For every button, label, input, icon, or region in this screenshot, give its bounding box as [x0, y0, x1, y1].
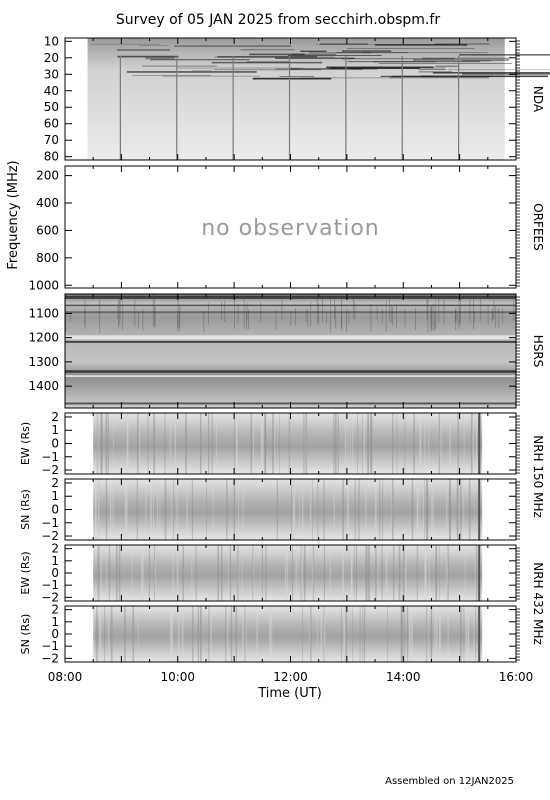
- nrh150_ew-ytick-label: −1: [41, 450, 59, 464]
- nda-ytick-label: 40: [44, 84, 59, 98]
- nda-ytick-label: 50: [44, 100, 59, 114]
- chart-title: Survey of 05 JAN 2025 from secchirh.obsp…: [116, 12, 440, 28]
- orfees-right-label: ORFEES: [531, 203, 545, 250]
- footer-assembled: Assembled on 12JAN2025: [385, 776, 514, 787]
- nrh150_ew-ytick-label: 0: [51, 437, 59, 451]
- nrh432_sn-ytick-label: −1: [41, 639, 59, 653]
- nrh432_sn-ytick-label: 1: [51, 615, 59, 629]
- nrh150_ew-ytick-label: −2: [41, 463, 59, 477]
- time-axis-label: Time (UT): [257, 686, 322, 701]
- nrh432_ew-ytick-label: −2: [41, 590, 59, 604]
- x-tick-label: 16:00: [499, 670, 534, 684]
- orfees-ytick-label: 400: [36, 196, 59, 210]
- nda-ytick-label: 80: [44, 150, 59, 164]
- no-observation-label: no observation: [201, 216, 380, 241]
- nda-ytick-label: 20: [44, 51, 59, 65]
- hsrs-ytick-label: 1300: [28, 355, 59, 369]
- nrh432_sn-ytick-label: 2: [51, 603, 59, 617]
- nrh150_sn-ytick-label: 0: [51, 503, 59, 517]
- nrh150_sn-ytick-label: 2: [51, 476, 59, 490]
- panel-nda: 10 20 30 40 50 60 70 80 NDA: [44, 34, 550, 164]
- panel-nrh432_sn: 210−1−2 SN (Rs): [19, 603, 520, 665]
- nrh150_sn-ytick-label: −1: [41, 516, 59, 530]
- nrh432_ew-ytick-label: 2: [51, 542, 59, 556]
- group-label-nrh150_ew: NRH 150 MHz: [531, 435, 545, 518]
- nrh432_ew-ytick-label: 0: [51, 566, 59, 580]
- panel-hsrs: 1100 1200 1300 1400 HSRS: [28, 293, 545, 409]
- nda-right-label: NDA: [531, 86, 545, 113]
- nrh432_ew-ytick-label: 1: [51, 554, 59, 568]
- nrh150_ew-data: [93, 413, 483, 474]
- hsrs-ytick-label: 1100: [28, 306, 59, 320]
- nrh150_sn-ytick-label: −2: [41, 529, 59, 543]
- panel-nrh150_sn: 210−1−2 SN (Rs): [19, 476, 520, 543]
- nrh432_sn-ytick-label: −2: [41, 651, 59, 665]
- x-tick-label: 14:00: [386, 670, 421, 684]
- nda-ytick-label: 60: [44, 117, 59, 131]
- nda-ytick-label: 30: [44, 67, 59, 81]
- nda-ytick-label: 10: [44, 34, 59, 48]
- panel-orfees: no observation 200 400 600 800 1000 ORFEES: [28, 165, 545, 292]
- nrh150_ew-ylabel: EW (Rs): [19, 422, 32, 465]
- x-tick-label: 10:00: [160, 670, 195, 684]
- nrh432_sn-data: [93, 606, 483, 662]
- nrh432_sn-ytick-label: 0: [51, 627, 59, 641]
- nrh432_sn-ylabel: SN (Rs): [19, 614, 32, 655]
- hsrs-ytick-label: 1200: [28, 331, 59, 345]
- orfees-ytick-label: 1000: [28, 278, 59, 292]
- nrh432_ew-data: [93, 545, 483, 601]
- group-label-nrh432_ew: NRH 432 MHz: [531, 562, 545, 645]
- panel-nrh432_ew: 210−1−2 EW (Rs): [19, 542, 520, 604]
- nrh150_sn-ylabel: SN (Rs): [19, 489, 32, 530]
- nrh150_sn-ytick-label: 1: [51, 489, 59, 503]
- orfees-ytick-label: 800: [36, 251, 59, 265]
- x-tick-label: 12:00: [273, 670, 308, 684]
- hsrs-ytick-label: 1400: [28, 379, 59, 393]
- x-tick-label: 08:00: [48, 670, 83, 684]
- nrh150_sn-data: [93, 479, 483, 540]
- orfees-ytick-label: 600: [36, 223, 59, 237]
- nrh432_ew-ylabel: EW (Rs): [19, 551, 32, 594]
- hsrs-right-label: HSRS: [531, 335, 545, 368]
- frequency-axis-label: Frequency (MHz): [6, 160, 21, 269]
- nrh150_ew-ytick-label: 1: [51, 423, 59, 437]
- panel-nrh150_ew: 210−1−2 EW (Rs): [19, 410, 520, 477]
- nda-ytick-label: 70: [44, 133, 59, 147]
- nrh150_ew-ytick-label: 2: [51, 410, 59, 424]
- nrh432_ew-ytick-label: −1: [41, 578, 59, 592]
- orfees-ytick-label: 200: [36, 169, 59, 183]
